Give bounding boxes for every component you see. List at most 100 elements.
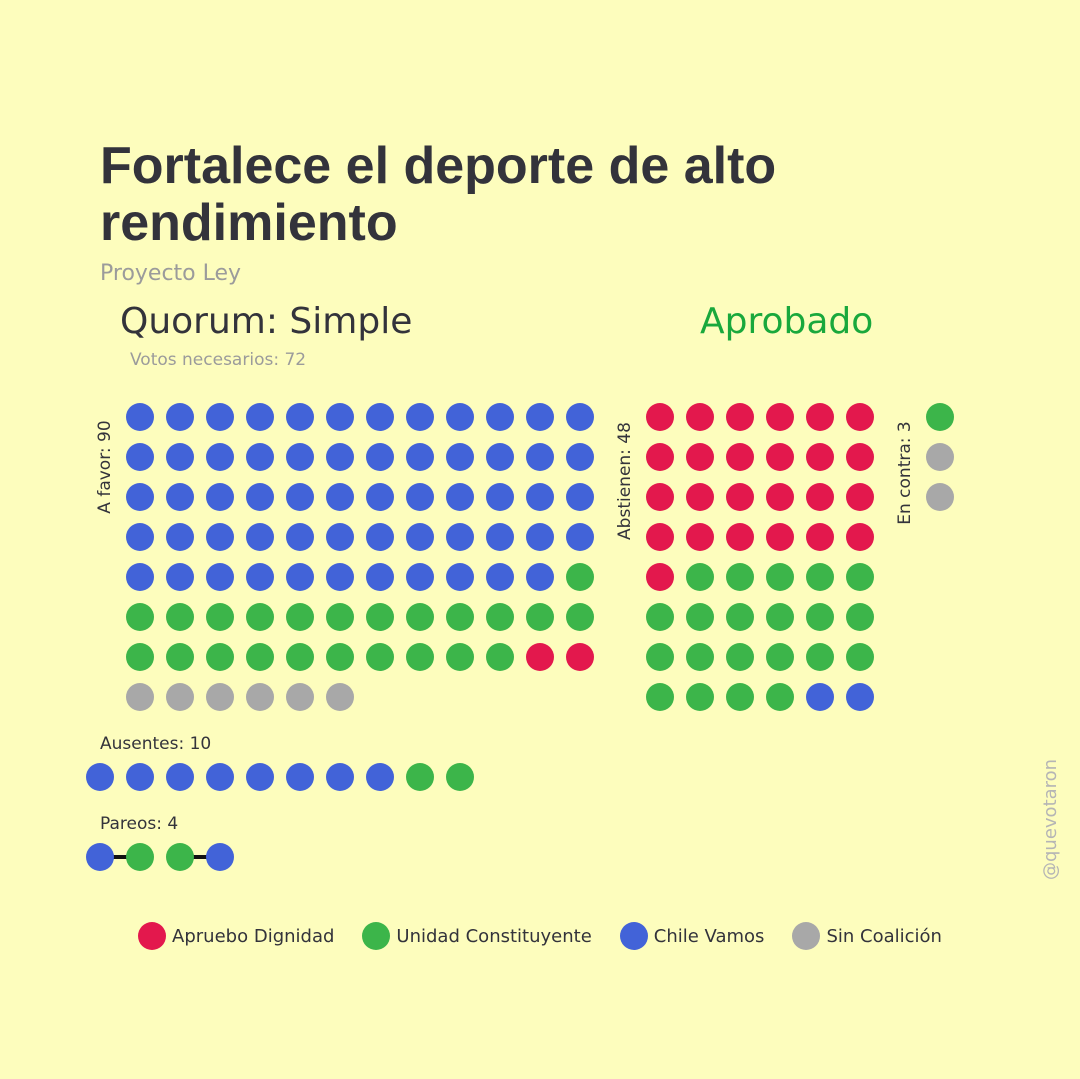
group-label-abstienen: Abstienen: 48: [615, 422, 635, 540]
vote-dot-unidad-constituyente: [246, 643, 274, 671]
vote-dot-unidad-constituyente: [766, 683, 794, 711]
vote-dot-unidad-constituyente: [846, 563, 874, 591]
vote-dot-unidad-constituyente: [726, 603, 754, 631]
vote-dot-unidad-constituyente: [526, 603, 554, 631]
vote-dot-unidad-constituyente: [486, 603, 514, 631]
votes-needed-label: Votos necesarios: 72: [130, 350, 307, 370]
legend-swatch-apruebo-dignidad: [138, 922, 167, 950]
vote-dot-chile-vamos: [286, 523, 314, 551]
vote-dot-chile-vamos: [446, 563, 474, 591]
vote-dot-chile-vamos: [566, 523, 594, 551]
vote-dot-sin-coalicion: [206, 683, 234, 711]
vote-dot-unidad-constituyente: [686, 563, 714, 591]
vote-dot-apruebo-dignidad: [766, 403, 794, 431]
vote-dot-sin-coalicion: [166, 683, 194, 711]
vote-dot-unidad-constituyente: [686, 603, 714, 631]
vote-dot-unidad-constituyente: [646, 643, 674, 671]
vote-dot-chile-vamos: [246, 563, 274, 591]
vote-dot-unidad-constituyente: [686, 683, 714, 711]
vote-dot-chile-vamos: [566, 403, 594, 431]
vote-dot-sin-coalicion: [286, 683, 314, 711]
vote-dot-chile-vamos: [486, 563, 514, 591]
vote-dot-unidad-constituyente: [566, 603, 594, 631]
vote-dot-chile-vamos: [806, 683, 834, 711]
vote-dot-chile-vamos: [286, 483, 314, 511]
vote-dot-chile-vamos: [326, 443, 354, 471]
vote-dot-chile-vamos: [486, 483, 514, 511]
vote-dot-unidad-constituyente: [926, 403, 954, 431]
vote-dot-apruebo-dignidad: [726, 523, 754, 551]
vote-dot-apruebo-dignidad: [766, 523, 794, 551]
vote-dot-chile-vamos: [86, 843, 114, 871]
group-label-pareos: Pareos: 4: [100, 814, 178, 834]
legend-label: Sin Coalición: [826, 925, 942, 947]
vote-dot-chile-vamos: [526, 403, 554, 431]
credit-handle: @quevotaron: [1040, 758, 1061, 880]
vote-dot-chile-vamos: [326, 763, 354, 791]
vote-dot-chile-vamos: [326, 403, 354, 431]
vote-dot-apruebo-dignidad: [806, 403, 834, 431]
vote-dot-chile-vamos: [326, 483, 354, 511]
vote-dot-chile-vamos: [126, 563, 154, 591]
vote-dot-apruebo-dignidad: [806, 443, 834, 471]
vote-dot-unidad-constituyente: [126, 643, 154, 671]
vote-dot-chile-vamos: [486, 403, 514, 431]
vote-dot-chile-vamos: [126, 443, 154, 471]
vote-dot-chile-vamos: [286, 443, 314, 471]
result-label: Aprobado: [700, 301, 874, 342]
vote-dot-unidad-constituyente: [166, 603, 194, 631]
vote-dot-chile-vamos: [126, 483, 154, 511]
vote-dot-chile-vamos: [566, 443, 594, 471]
vote-dot-chile-vamos: [366, 763, 394, 791]
vote-dot-chile-vamos: [406, 483, 434, 511]
vote-dot-apruebo-dignidad: [646, 443, 674, 471]
vote-dot-chile-vamos: [846, 683, 874, 711]
vote-dot-chile-vamos: [286, 403, 314, 431]
vote-dot-unidad-constituyente: [166, 843, 194, 871]
vote-dot-chile-vamos: [406, 443, 434, 471]
vote-dot-unidad-constituyente: [286, 643, 314, 671]
vote-dot-apruebo-dignidad: [646, 523, 674, 551]
vote-dot-sin-coalicion: [246, 683, 274, 711]
vote-dot-apruebo-dignidad: [526, 643, 554, 671]
vote-dot-unidad-constituyente: [846, 643, 874, 671]
vote-dot-unidad-constituyente: [206, 643, 234, 671]
vote-dot-chile-vamos: [446, 443, 474, 471]
vote-dot-apruebo-dignidad: [726, 443, 754, 471]
vote-dot-chile-vamos: [246, 483, 274, 511]
vote-dot-chile-vamos: [486, 443, 514, 471]
legend-swatch-unidad-constituyente: [362, 922, 391, 950]
vote-dot-chile-vamos: [366, 403, 394, 431]
legend-item-unidad-constituyente: Unidad Constituyente: [362, 922, 592, 950]
vote-dot-apruebo-dignidad: [646, 403, 674, 431]
vote-dot-apruebo-dignidad: [686, 403, 714, 431]
vote-dot-unidad-constituyente: [406, 643, 434, 671]
vote-dot-chile-vamos: [286, 563, 314, 591]
group-label-ausentes: Ausentes: 10: [100, 734, 211, 754]
vote-dot-apruebo-dignidad: [806, 483, 834, 511]
vote-dot-unidad-constituyente: [806, 603, 834, 631]
vote-dot-sin-coalicion: [926, 483, 954, 511]
vote-dot-unidad-constituyente: [446, 763, 474, 791]
vote-dot-unidad-constituyente: [566, 563, 594, 591]
vote-dot-chile-vamos: [246, 403, 274, 431]
chart-title: Fortalece el deporte de alto rendimiento: [100, 137, 777, 252]
legend-item-sin-coalicion: Sin Coalición: [792, 922, 942, 950]
vote-dot-chile-vamos: [166, 563, 194, 591]
vote-dot-unidad-constituyente: [726, 643, 754, 671]
vote-dot-chile-vamos: [446, 483, 474, 511]
vote-dot-unidad-constituyente: [806, 563, 834, 591]
vote-dot-unidad-constituyente: [206, 603, 234, 631]
vote-dot-apruebo-dignidad: [766, 483, 794, 511]
vote-dot-unidad-constituyente: [726, 683, 754, 711]
vote-dot-apruebo-dignidad: [726, 403, 754, 431]
vote-dot-chile-vamos: [366, 483, 394, 511]
vote-dot-apruebo-dignidad: [686, 443, 714, 471]
vote-dot-unidad-constituyente: [806, 643, 834, 671]
vote-dot-chile-vamos: [446, 523, 474, 551]
vote-dot-chile-vamos: [206, 843, 234, 871]
vote-dot-sin-coalicion: [126, 683, 154, 711]
vote-dot-chile-vamos: [126, 763, 154, 791]
vote-dot-chile-vamos: [166, 403, 194, 431]
vote-dot-chile-vamos: [446, 403, 474, 431]
